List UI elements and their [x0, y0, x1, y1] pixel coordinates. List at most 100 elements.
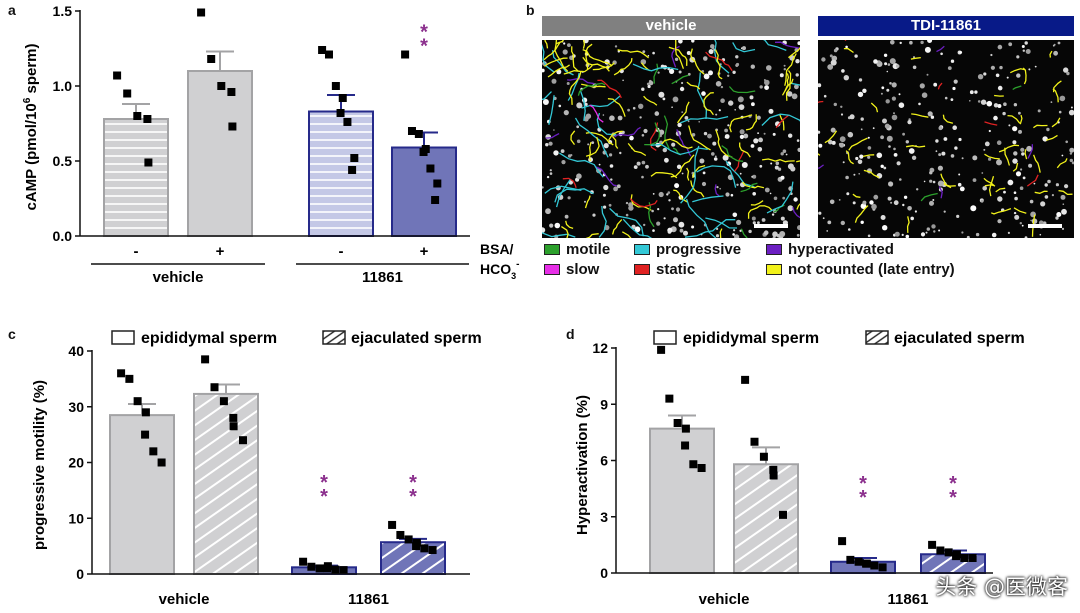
- sperm-head: [703, 131, 708, 136]
- sperm-head: [587, 143, 590, 146]
- sperm-head: [833, 48, 838, 53]
- sperm-head: [1013, 151, 1018, 156]
- track-path: [561, 226, 569, 238]
- track-path: [609, 207, 644, 237]
- sperm-head: [674, 57, 679, 61]
- track-path: [784, 53, 797, 86]
- group-label-vehicle: vehicle: [153, 269, 204, 286]
- sperm-head: [563, 110, 569, 116]
- sperm-head: [780, 216, 785, 221]
- bar-11861-+: [391, 146, 457, 237]
- track-path: [990, 207, 1012, 215]
- sperm-head: [828, 139, 833, 145]
- sperm-head: [1033, 182, 1036, 185]
- sperm-head: [1024, 41, 1028, 45]
- sperm-head: [643, 128, 648, 134]
- sperm-head: [929, 179, 933, 183]
- sperm-head: [1030, 211, 1036, 218]
- sperm-head: [1003, 102, 1007, 106]
- sperm-head: [954, 146, 958, 150]
- sperm-head: [907, 120, 912, 125]
- sperm-head: [609, 164, 614, 168]
- track-path: [577, 82, 606, 96]
- sperm-head: [993, 103, 999, 108]
- sperm-head: [668, 199, 671, 202]
- sperm-head: [880, 215, 886, 220]
- data-point: [779, 510, 787, 519]
- sperm-head: [629, 135, 634, 141]
- sperm-head: [974, 90, 978, 94]
- sperm-head: [545, 143, 549, 147]
- sperm-head: [641, 160, 646, 165]
- sperm-head: [727, 74, 730, 77]
- sperm-head: [862, 88, 867, 93]
- sperm-head: [843, 75, 849, 81]
- sperm-head: [873, 59, 878, 64]
- sperm-head: [953, 79, 958, 84]
- sperm-head: [916, 188, 919, 191]
- sperm-head: [818, 143, 823, 148]
- sperm-head: [647, 55, 650, 57]
- sperm-head: [961, 231, 964, 234]
- sperm-head: [1019, 186, 1024, 190]
- group-label-vehicle: vehicle: [699, 591, 750, 608]
- significance-star-bottom: *: [320, 486, 328, 508]
- sperm-head: [750, 144, 755, 148]
- sperm-head: [849, 114, 855, 120]
- sperm-head: [699, 158, 705, 164]
- sperm-head: [857, 159, 863, 165]
- track-path: [843, 47, 854, 54]
- track-path: [688, 125, 711, 151]
- sperm-head: [891, 114, 898, 121]
- sperm-head: [983, 72, 987, 76]
- sperm-head: [950, 154, 955, 158]
- track-path: [762, 158, 795, 163]
- sperm-head: [658, 91, 665, 98]
- legend-label: slow: [566, 261, 600, 278]
- sperm-head: [1044, 195, 1049, 199]
- bar-vehicle-ejaculated: [733, 463, 799, 574]
- track-path: [567, 72, 580, 101]
- sperm-head: [1061, 208, 1067, 215]
- data-point: [217, 82, 226, 90]
- sperm-head: [652, 229, 655, 232]
- sperm-head: [826, 230, 828, 232]
- sperm-head: [993, 115, 998, 121]
- sperm-head: [566, 82, 570, 85]
- sperm-head: [634, 226, 641, 233]
- track-path: [774, 41, 800, 49]
- track-path: [686, 167, 690, 181]
- sperm-head: [903, 195, 908, 199]
- y-tick-label: 3: [600, 509, 608, 525]
- sperm-head: [738, 104, 745, 110]
- sperm-head: [1028, 163, 1033, 168]
- sperm-head: [1020, 147, 1025, 152]
- sperm-head: [797, 147, 800, 152]
- legend-swatch: [634, 244, 650, 255]
- sperm-head: [921, 92, 928, 98]
- sperm-head: [858, 78, 863, 82]
- sperm-head: [603, 205, 607, 209]
- track-path: [668, 46, 688, 66]
- sperm-head: [902, 203, 905, 207]
- sperm-head: [774, 165, 779, 170]
- track-path: [685, 198, 717, 238]
- sperm-head: [724, 128, 728, 133]
- sperm-head: [708, 70, 713, 76]
- sperm-head: [1064, 184, 1069, 189]
- sperm-head: [1056, 212, 1062, 217]
- sperm-head: [860, 128, 863, 131]
- sperm-head: [733, 229, 736, 232]
- sperm-head: [664, 157, 669, 163]
- sperm-head: [703, 73, 710, 80]
- group-label-11861: 11861: [888, 591, 929, 608]
- sperm-head: [1012, 158, 1018, 164]
- data-point: [123, 89, 132, 98]
- sperm-head: [859, 154, 864, 159]
- sperm-head: [585, 113, 592, 119]
- track-path: [1058, 189, 1073, 196]
- track-path: [567, 78, 594, 85]
- track-path: [906, 216, 910, 233]
- track-path: [703, 92, 714, 116]
- sperm-head: [981, 172, 984, 174]
